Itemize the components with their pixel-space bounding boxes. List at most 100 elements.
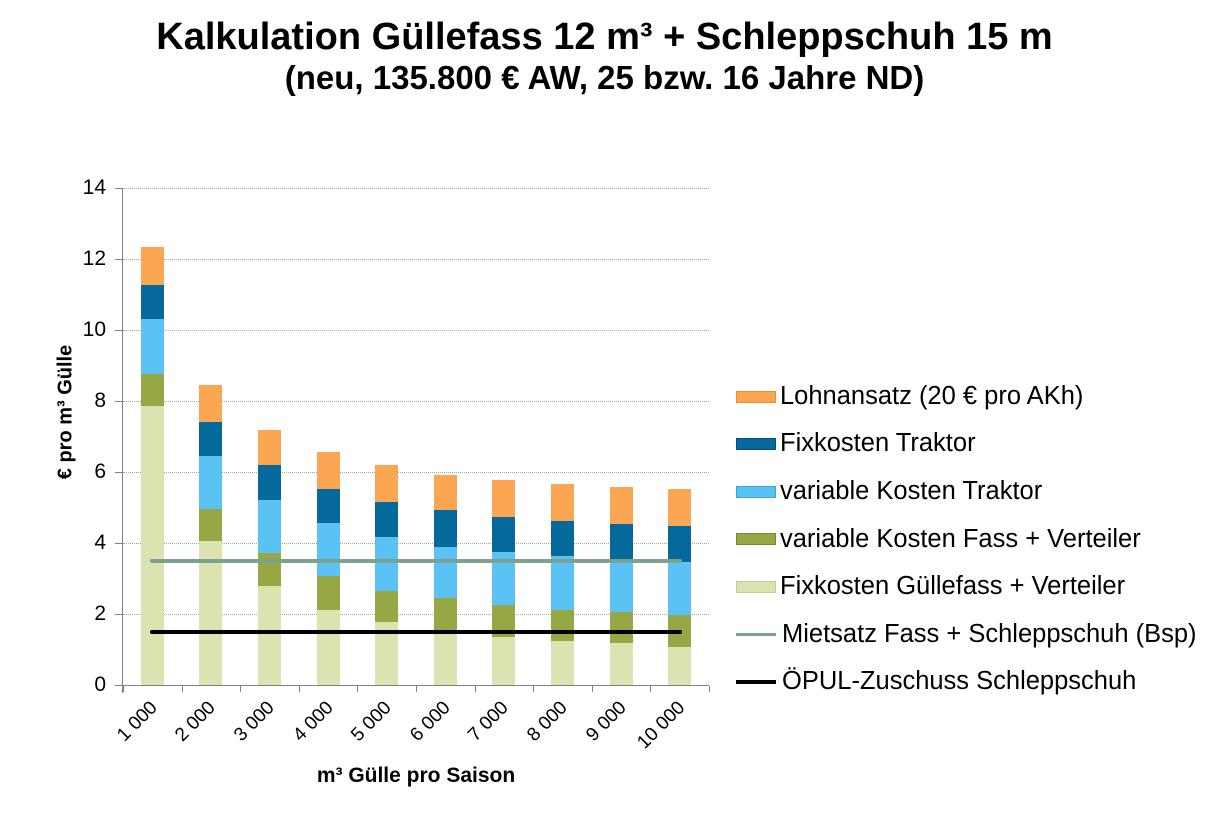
gridline-y-6 [123, 472, 709, 473]
bar-8000-seg-4 [551, 484, 574, 522]
legend-label-5: Mietsatz Fass + Schleppschuh (Bsp) [782, 619, 1197, 648]
legend-swatch-2 [736, 485, 776, 498]
y-tick-4 [115, 543, 122, 544]
legend-item-3: variable Kosten Fass + Verteiler [736, 516, 1141, 563]
x-tick-6 [474, 686, 476, 692]
bar-6000-seg-1 [433, 598, 457, 632]
x-tick-label-8000: 8 000 [523, 697, 572, 746]
y-tick-label-14: 14 [82, 176, 106, 199]
bar-5000-seg-3 [375, 502, 399, 537]
y-tick-label-4: 4 [94, 531, 106, 554]
bar-4000-seg-4 [316, 451, 340, 489]
x-tick-label-3000: 3 000 [230, 697, 279, 746]
bar-9000-seg-2 [609, 559, 633, 612]
x-tick-label-9000: 9 000 [581, 697, 631, 746]
bar-4000-seg-0 [316, 610, 340, 685]
legend-label-3: variable Kosten Fass + Verteiler [780, 524, 1141, 553]
bar-8000-seg-1 [551, 610, 574, 641]
bar-6000-seg-0 [433, 631, 457, 685]
bar-8000-seg-2 [551, 556, 574, 611]
legend-item-2: variable Kosten Traktor [736, 468, 1042, 515]
x-tick-3 [298, 686, 300, 692]
bar-5000-seg-4 [375, 464, 399, 503]
bar-9000-seg-4 [609, 486, 633, 524]
legend-swatch-4 [736, 580, 776, 593]
bar-1000-seg-4 [140, 247, 164, 286]
y-tick-12 [115, 259, 122, 260]
gridline-y-4 [123, 543, 709, 544]
gridline-y-8 [123, 401, 709, 402]
y-axis-title: € pro m³ Gülle [54, 344, 77, 480]
legend-label-6: ÖPUL-Zuschuss Schleppschuh [782, 667, 1137, 696]
legend-swatch-6 [736, 680, 776, 685]
x-tick-label-4000: 4 000 [288, 697, 338, 746]
x-tick-label-5000: 5 000 [347, 697, 396, 746]
bar-6000-seg-3 [433, 510, 457, 547]
bar-2000-seg-0 [199, 541, 223, 685]
x-tick-10 [709, 686, 710, 692]
x-tick-label-1000: 1 000 [112, 697, 162, 746]
bar-3000-seg-0 [258, 586, 281, 685]
line-series-1 [150, 629, 682, 634]
bar-8000-seg-3 [551, 521, 574, 557]
x-tick-5 [416, 686, 417, 692]
y-tick-2 [115, 614, 122, 615]
bar-4000-seg-1 [316, 576, 340, 611]
gridline-y-2 [123, 614, 709, 615]
bar-3000-seg-3 [258, 465, 281, 501]
gridline-y-10 [123, 330, 709, 331]
bar-2000-seg-4 [199, 385, 223, 422]
legend-item-0: Lohnansatz (20 € pro AKh) [736, 373, 1083, 420]
y-tick-label-10: 10 [82, 318, 106, 341]
legend-item-1: Fixkosten Traktor [736, 421, 976, 468]
bar-10000-seg-2 [668, 561, 692, 615]
bar-3000-seg-4 [258, 429, 281, 466]
bar-3000-seg-2 [258, 500, 281, 553]
y-tick-0 [115, 685, 122, 686]
legend-item-5: Mietsatz Fass + Schleppschuh (Bsp) [736, 611, 1197, 658]
bar-7000-seg-3 [492, 517, 516, 552]
x-tick-label-10000: 10 000 [632, 697, 689, 754]
y-axis-line [122, 188, 123, 693]
plot-area [115, 188, 710, 693]
bar-8000-seg-0 [551, 640, 574, 685]
bar-3000-seg-1 [258, 552, 281, 587]
bar-2000-seg-2 [199, 456, 223, 510]
y-tick-label-6: 6 [94, 460, 106, 483]
x-tick-1 [181, 686, 183, 692]
legend-swatch-5 [736, 633, 776, 636]
x-tick-0 [123, 686, 124, 692]
bar-10000-seg-0 [668, 647, 692, 685]
bar-9000-seg-1 [609, 611, 633, 644]
legend-swatch-3 [736, 533, 776, 546]
bar-7000-seg-0 [492, 636, 516, 685]
chart-title: Kalkulation Güllefass 12 m³ + Schleppsch… [156, 16, 1053, 58]
y-tick-label-12: 12 [82, 247, 106, 270]
legend-swatch-0 [736, 390, 776, 403]
x-axis-line [122, 685, 709, 686]
bar-6000-seg-4 [433, 474, 457, 511]
bar-9000-seg-0 [609, 643, 633, 685]
bar-10000-seg-4 [668, 489, 692, 526]
bar-7000-seg-2 [492, 551, 516, 606]
x-tick-4 [357, 686, 359, 692]
y-tick-label-0: 0 [94, 673, 106, 696]
bar-1000-seg-0 [140, 405, 164, 685]
y-tick-6 [115, 472, 122, 473]
gridline-y-14 [123, 188, 709, 189]
x-tick-label-2000: 2 000 [171, 697, 221, 746]
bar-4000-seg-2 [316, 523, 340, 577]
legend-label-2: variable Kosten Traktor [780, 476, 1043, 505]
legend-item-6: ÖPUL-Zuschuss Schleppschuh [736, 659, 1136, 706]
y-tick-14 [115, 188, 122, 189]
bar-1000-seg-1 [140, 373, 164, 406]
x-axis-title: m³ Gülle pro Saison [316, 764, 516, 787]
gridline-y-12 [123, 259, 709, 260]
bar-2000-seg-1 [199, 509, 223, 542]
bar-5000-seg-1 [375, 590, 399, 622]
bar-9000-seg-3 [609, 523, 633, 560]
y-tick-label-2: 2 [94, 602, 106, 625]
x-tick-9 [650, 686, 652, 692]
bar-2000-seg-3 [199, 421, 223, 457]
